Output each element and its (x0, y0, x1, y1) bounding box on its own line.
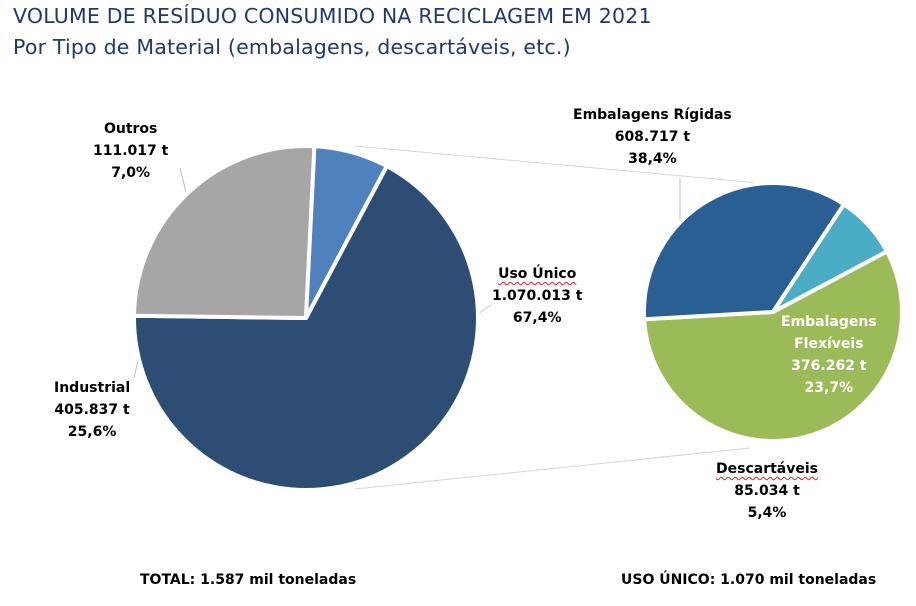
label-outros-name: Outros (103, 121, 158, 137)
pie-slice-uso-unico (132, 164, 480, 492)
label-uso-unico: Uso Único 1.070.013 t 67,4% (492, 263, 582, 329)
label-outros-pct: 7,0% (111, 165, 151, 181)
label-flexiveis-pct: 23,7% (804, 380, 854, 396)
leader-line-outros (179, 167, 187, 193)
label-rigidas-name: Embalagens Rígidas (573, 107, 732, 123)
label-uso-unico-value: 1.070.013 t (492, 288, 583, 304)
chart-subtitle: Por Tipo de Material (embalagens, descar… (13, 35, 571, 59)
label-uso-unico-name: Uso Único (498, 266, 577, 282)
pie-total (132, 144, 480, 492)
label-descartaveis: Descartáveis 85.034 t 5,4% (716, 458, 818, 524)
connector-line-top (354, 145, 771, 185)
pie-slice-embalagens-rigidas (642, 249, 904, 443)
label-rigidas-value: 608.717 t (614, 129, 691, 145)
chart-title: VOLUME DE RESÍDUO CONSUMIDO NA RECICLAGE… (13, 4, 652, 28)
footer-total: TOTAL: 1.587 mil toneladas (140, 572, 357, 588)
label-descartaveis-name: Descartáveis (716, 461, 818, 477)
pie-slice-descartaveis (771, 202, 889, 314)
label-uso-unico-pct: 67,4% (512, 310, 562, 326)
label-rigidas-pct: 38,4% (628, 151, 677, 167)
footer-uso-unico: USO ÚNICO: 1.070 mil toneladas (621, 572, 877, 588)
connector-line-bottom (354, 447, 751, 490)
label-industrial-name: Industrial (54, 380, 131, 396)
label-descartaveis-pct: 5,4% (747, 505, 787, 521)
label-descartaveis-value: 85.034 t (734, 483, 800, 499)
label-industrial-value: 405.837 t (54, 402, 130, 418)
label-outros-value: 111.017 t (93, 143, 169, 159)
pie-slice-embalagens-flexiveis (642, 181, 846, 322)
leader-line-uso-unico (478, 304, 492, 314)
label-flexiveis: Embalagens Flexíveis 376.262 t 23,7% (781, 311, 877, 399)
label-industrial: Industrial 405.837 t 25,6% (54, 377, 130, 443)
pie-uso-unico (642, 181, 904, 443)
label-rigidas: Embalagens Rígidas 608.717 t 38,4% (573, 104, 732, 170)
label-flexiveis-name1: Embalagens (781, 314, 877, 330)
pie-slice-industrial (132, 144, 317, 320)
label-outros: Outros 111.017 t 7,0% (93, 118, 168, 184)
label-flexiveis-name2: Flexíveis (794, 336, 864, 352)
pie-slice-outros (304, 144, 389, 320)
label-flexiveis-value: 376.262 t (791, 358, 867, 374)
label-industrial-pct: 25,6% (67, 424, 117, 440)
